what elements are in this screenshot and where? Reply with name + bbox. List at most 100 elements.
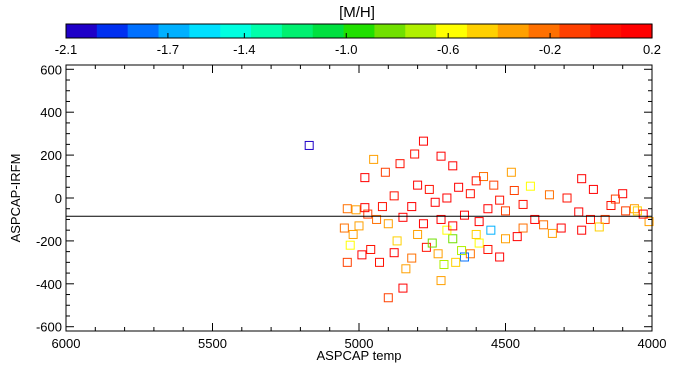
colorbar-tick-label: -1.4 bbox=[233, 42, 255, 57]
data-point bbox=[424, 184, 434, 194]
data-point bbox=[489, 180, 499, 190]
colorbar-cell bbox=[374, 24, 406, 38]
colorbar-cell bbox=[466, 24, 499, 38]
colorbar-cell bbox=[251, 24, 283, 38]
x-axis-label: ASPCAP temp bbox=[316, 348, 401, 363]
data-point bbox=[436, 151, 446, 161]
data-point bbox=[454, 182, 464, 192]
data-point bbox=[366, 244, 376, 254]
data-point bbox=[436, 214, 446, 224]
data-point bbox=[357, 250, 367, 260]
data-point bbox=[389, 248, 399, 258]
data-point bbox=[562, 193, 572, 203]
data-point bbox=[407, 202, 417, 212]
data-point bbox=[418, 136, 428, 146]
colorbar-cell bbox=[220, 24, 252, 38]
x-tick-label: 5000 bbox=[345, 336, 374, 351]
data-point bbox=[383, 219, 393, 229]
data-point bbox=[457, 246, 467, 256]
data-point bbox=[459, 210, 469, 220]
data-point bbox=[401, 264, 411, 274]
data-point bbox=[577, 225, 587, 235]
data-point bbox=[632, 206, 642, 216]
data-point bbox=[495, 252, 505, 262]
y-tick-label: -400 bbox=[36, 277, 62, 292]
data-point bbox=[433, 249, 443, 259]
data-point bbox=[389, 191, 399, 201]
data-point bbox=[501, 206, 510, 216]
x-tick-label: 4000 bbox=[638, 336, 667, 351]
data-point bbox=[418, 219, 428, 229]
plot-frame bbox=[65, 64, 653, 332]
y-axis-label: ASPCAP-IRFM bbox=[8, 154, 23, 243]
data-point bbox=[448, 221, 458, 231]
colorbar-cell bbox=[66, 24, 98, 38]
data-point bbox=[495, 195, 505, 205]
data-point bbox=[621, 206, 631, 216]
data-point bbox=[483, 244, 493, 254]
data-point bbox=[413, 229, 423, 239]
data-point bbox=[574, 207, 584, 217]
data-point bbox=[547, 228, 557, 238]
x-tick-label: 6000 bbox=[52, 336, 81, 351]
data-point bbox=[479, 172, 489, 182]
x-tick-label: 4500 bbox=[491, 336, 520, 351]
data-point bbox=[439, 260, 449, 269]
data-point bbox=[351, 205, 361, 215]
data-point bbox=[436, 276, 446, 286]
colorbar-tick-label: 0.2 bbox=[643, 42, 661, 57]
colorbar-tick-label: -0.6 bbox=[437, 42, 459, 57]
data-point bbox=[451, 257, 461, 267]
data-point bbox=[360, 203, 370, 213]
data-point bbox=[618, 189, 628, 199]
data-point bbox=[638, 209, 648, 219]
data-point bbox=[375, 257, 385, 267]
data-point bbox=[465, 249, 475, 259]
data-point bbox=[413, 180, 423, 190]
colorbar-cell bbox=[621, 24, 653, 38]
data-point bbox=[430, 197, 440, 207]
data-point bbox=[544, 190, 554, 200]
plot-area: 6000 5500 5000 4500 4000 600 400 200 0 -200 -400 -… bbox=[36, 62, 666, 351]
data-point bbox=[345, 240, 355, 250]
data-point bbox=[395, 159, 405, 169]
data-point bbox=[465, 189, 475, 199]
colorbar-title: [M/H] bbox=[339, 4, 375, 21]
y-tick-label: 600 bbox=[40, 62, 62, 77]
data-point bbox=[383, 293, 393, 303]
data-point bbox=[629, 204, 639, 214]
data-point bbox=[509, 185, 519, 195]
colorbar-cell bbox=[189, 24, 221, 38]
data-point bbox=[471, 176, 481, 186]
colorbar-cell bbox=[127, 24, 160, 38]
y-tick-label: 400 bbox=[40, 105, 62, 120]
y-tick-label: -600 bbox=[36, 320, 62, 335]
data-point bbox=[518, 223, 528, 233]
data-point bbox=[556, 223, 566, 233]
data-point bbox=[360, 173, 370, 183]
data-point bbox=[518, 199, 528, 209]
data-point bbox=[304, 140, 314, 150]
data-point bbox=[644, 217, 654, 227]
data-point bbox=[606, 201, 616, 211]
x-tick-label: 5500 bbox=[198, 336, 227, 351]
data-point bbox=[392, 236, 402, 246]
data-point bbox=[348, 229, 358, 239]
colorbar-cell bbox=[281, 24, 314, 38]
data-point bbox=[442, 193, 452, 203]
data-point bbox=[377, 202, 387, 212]
data-point bbox=[471, 229, 481, 239]
data-point bbox=[372, 214, 382, 224]
data-point bbox=[363, 209, 373, 219]
data-point bbox=[342, 204, 352, 214]
data-point bbox=[427, 238, 437, 248]
y-tick-label: 200 bbox=[40, 148, 62, 163]
data-point bbox=[501, 234, 510, 244]
data-point bbox=[459, 252, 469, 262]
data-point bbox=[474, 238, 484, 248]
data-point bbox=[369, 154, 379, 164]
data-point bbox=[600, 214, 610, 224]
colorbar-cell bbox=[436, 24, 468, 38]
data-point bbox=[342, 257, 352, 267]
